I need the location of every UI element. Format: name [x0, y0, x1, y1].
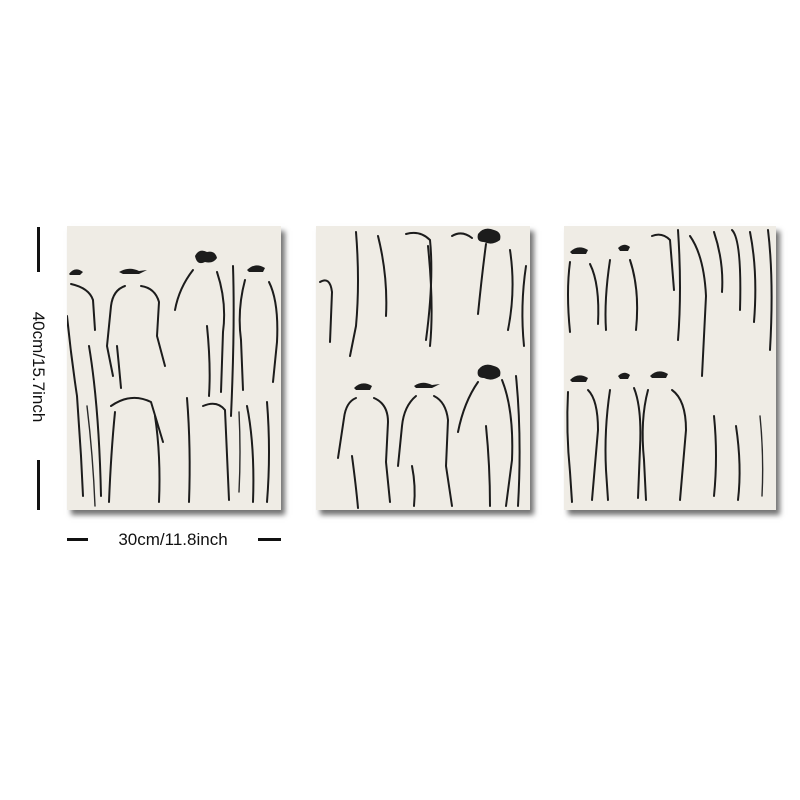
height-dimension-label: 40cm/15.7inch [26, 257, 50, 477]
figure-sketch-icon [67, 226, 281, 510]
figure-sketch-icon [564, 226, 776, 510]
canvas-panel-right [564, 226, 776, 510]
height-dimension-line-bottom [37, 460, 40, 510]
width-dimension-label: 30cm/11.8inch [92, 529, 254, 551]
figure-sketch-icon [316, 226, 530, 510]
canvas-panel-left [67, 226, 281, 510]
width-dimension-line-left [67, 538, 88, 541]
width-dimension-line-right [258, 538, 281, 541]
canvas-panel-center [316, 226, 530, 510]
